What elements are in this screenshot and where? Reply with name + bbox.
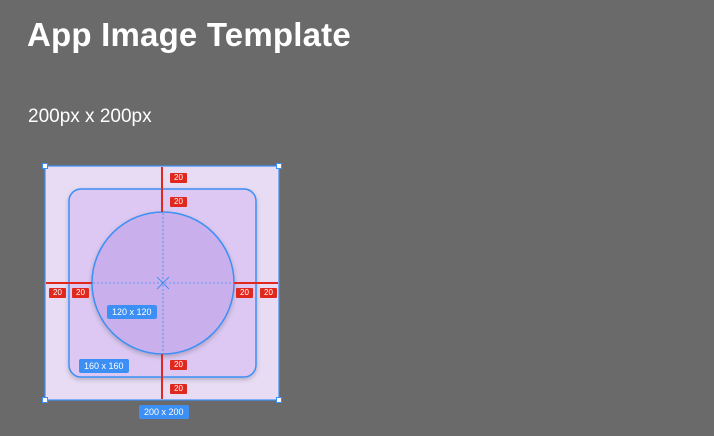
spacing-badge-bottom-inner: 20: [170, 360, 187, 370]
spacing-guides: [46, 167, 278, 399]
handle-bottom-left: [42, 397, 48, 403]
circle-size-label: 120 x 120: [107, 305, 157, 319]
spacing-badge-right-outer: 20: [260, 288, 277, 298]
handle-top-right: [276, 163, 282, 169]
selection-handles[interactable]: [42, 163, 282, 403]
page-subtitle: 200px x 200px: [28, 106, 152, 127]
inner-size-label: 160 x 160: [79, 359, 129, 373]
spacing-badge-top-outer: 20: [170, 173, 187, 183]
spacing-badge-left-outer: 20: [49, 288, 66, 298]
spacing-badge-top-inner: 20: [170, 197, 187, 207]
spacing-badge-right-inner: 20: [236, 288, 253, 298]
handle-bottom-right: [276, 397, 282, 403]
spacing-badge-left-inner: 20: [72, 288, 89, 298]
spacing-badge-bottom-outer: 20: [170, 384, 187, 394]
outer-size-label: 200 x 200: [139, 405, 189, 419]
center-cross-icon: [156, 276, 170, 290]
page-title: App Image Template: [27, 16, 351, 53]
handle-top-left: [42, 163, 48, 169]
